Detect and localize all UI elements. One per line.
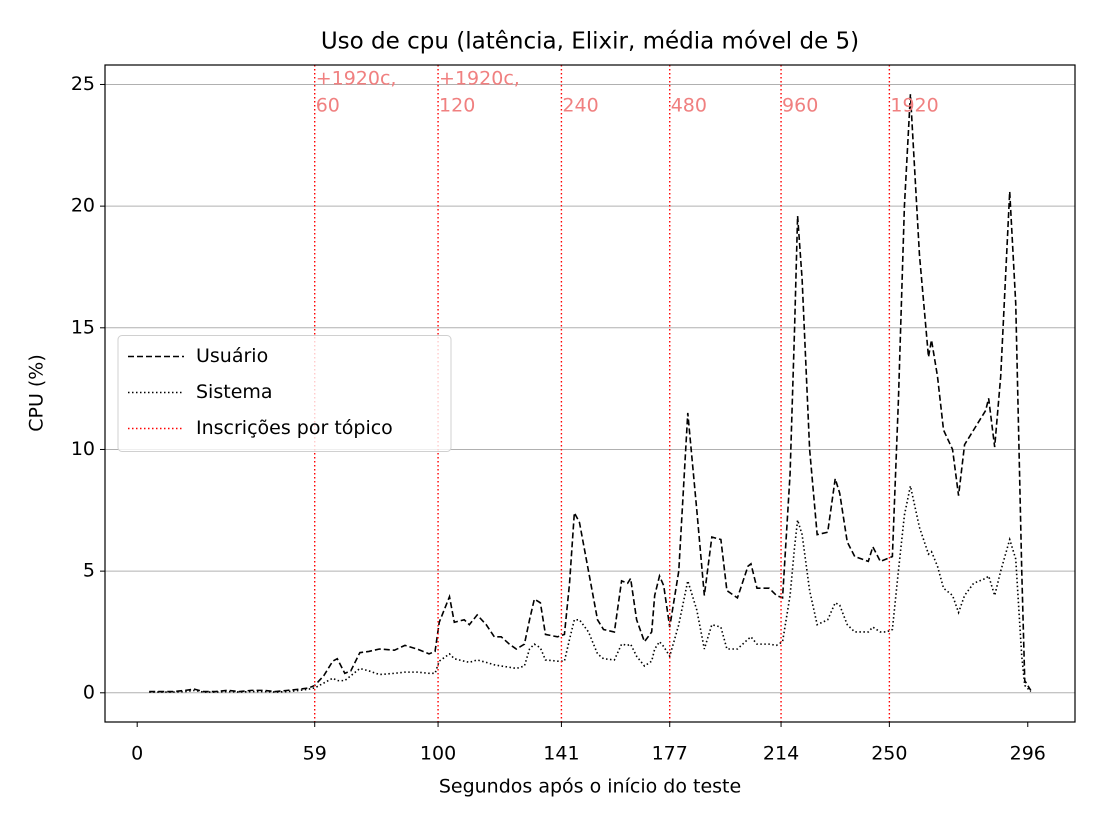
marker-label: +1920c, (316, 68, 397, 90)
marker-label: 240 (562, 95, 598, 117)
x-tick-label: 177 (652, 743, 688, 765)
y-tick-label: 20 (71, 195, 95, 217)
marker-label: 960 (782, 95, 818, 117)
y-tick-label: 5 (83, 560, 95, 582)
legend-label: Inscrições por tópico (196, 417, 393, 439)
marker-label: 1920 (890, 95, 938, 117)
y-tick-label: 0 (83, 681, 95, 703)
y-tick-label: 15 (71, 316, 95, 338)
x-tick-label: 0 (131, 743, 143, 765)
marker-label: 480 (671, 95, 707, 117)
marker-label: 120 (439, 95, 475, 117)
x-tick-label: 59 (303, 743, 327, 765)
chart-title: Uso de cpu (latência, Elixir, média móve… (321, 29, 859, 55)
x-tick-label: 141 (543, 743, 579, 765)
legend: Usuário Sistema Inscrições por tópico (117, 335, 452, 452)
x-tick-label: 296 (1010, 743, 1046, 765)
x-tick-label: 250 (871, 743, 907, 765)
marker-label: +1920c, (439, 68, 520, 90)
plot-area (149, 94, 1032, 693)
series-line (149, 485, 1032, 693)
axes-frame (104, 64, 1076, 723)
y-tick-label: 25 (71, 73, 95, 95)
x-tick-label: 214 (763, 743, 799, 765)
x-axis-label: Segundos após o início do teste (439, 776, 741, 798)
legend-label: Sistema (196, 381, 273, 403)
legend-box (117, 335, 452, 452)
series-line (149, 94, 1032, 693)
marker-label: 60 (316, 95, 340, 117)
y-tick-label: 10 (71, 438, 95, 460)
y-axis-label: CPU (%) (26, 354, 48, 432)
x-tick-label: 100 (420, 743, 456, 765)
legend-label: Usuário (196, 345, 268, 367)
